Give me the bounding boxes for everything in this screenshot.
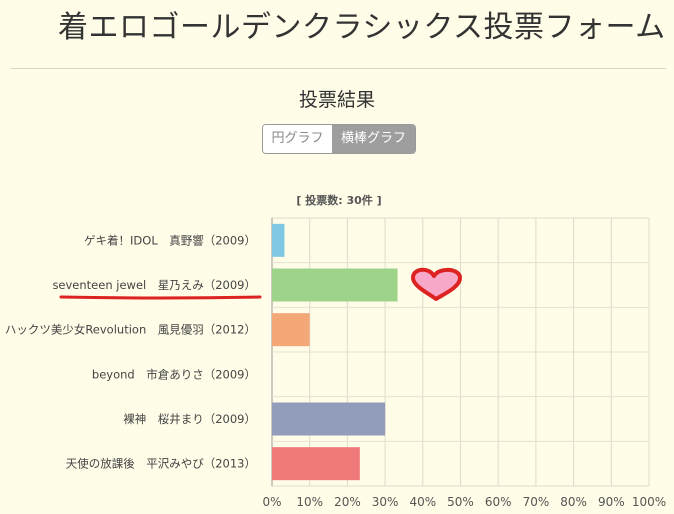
pie-chart-button[interactable]: 円グラフ	[263, 125, 332, 153]
x-tick-label: 60%	[485, 495, 512, 509]
chart-annotations	[59, 267, 462, 301]
chart-grid	[271, 217, 650, 487]
chart-category-labels: ゲキ着！IDOL 真野響（2009） seventeen jewel 星乃えみ（2…	[5, 233, 256, 470]
bar	[272, 447, 360, 481]
chart-type-toggle: 円グラフ 横棒グラフ	[262, 124, 416, 154]
x-tick-label: 100%	[632, 495, 666, 509]
chart-x-tick-labels: 0% 10% 20% 30% 40% 50% 60% 70% 80% 90% 100%	[262, 495, 666, 509]
category-label: ハックツ美少女Revolution 風見優羽（2012）	[5, 323, 256, 337]
bar	[272, 402, 386, 436]
chart-title: [ 投票数: 30件 ]	[296, 193, 381, 207]
x-tick-label: 0%	[262, 495, 281, 509]
highlight-underline	[59, 295, 262, 300]
category-label: ゲキ着！IDOL 真野響（2009）	[84, 233, 256, 247]
bar	[272, 268, 398, 302]
category-label: beyond 市倉ありさ（2009）	[92, 367, 256, 381]
page-title: 着エロゴールデンクラシックス投票フォーム	[58, 10, 666, 45]
bar-chart-button[interactable]: 横棒グラフ	[332, 125, 415, 153]
x-tick-label: 50%	[447, 495, 474, 509]
category-label: 裸神 桜井まり（2009）	[123, 412, 256, 426]
x-tick-label: 70%	[523, 495, 550, 509]
results-heading: 投票結果	[298, 89, 375, 111]
x-tick-label: 20%	[334, 495, 361, 509]
x-tick-label: 80%	[560, 495, 587, 509]
x-tick-label: 30%	[372, 495, 399, 509]
x-tick-label: 40%	[409, 495, 436, 509]
bar	[272, 313, 310, 347]
x-tick-label: 10%	[296, 495, 323, 509]
category-label: seventeen jewel 星乃えみ（2009）	[52, 278, 256, 292]
x-tick-label: 90%	[598, 495, 625, 509]
chart-bars	[272, 223, 398, 481]
heart-icon	[411, 267, 462, 301]
divider	[10, 68, 666, 69]
category-label: 天使の放課後 平沢みやび（2013）	[66, 457, 256, 471]
bar	[272, 223, 285, 257]
